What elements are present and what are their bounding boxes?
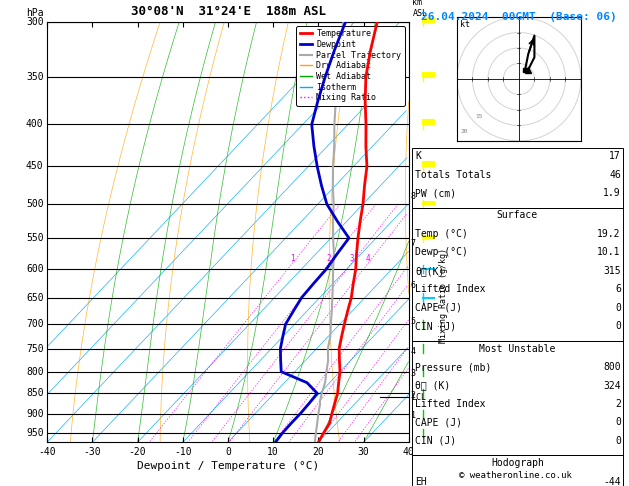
Text: Pressure (mb): Pressure (mb) — [415, 362, 491, 372]
Text: 1: 1 — [290, 254, 295, 263]
Text: 300: 300 — [26, 17, 43, 27]
Text: CAPE (J): CAPE (J) — [415, 417, 462, 428]
Text: 2: 2 — [326, 254, 331, 263]
Text: 10.1: 10.1 — [598, 247, 621, 258]
Text: 800: 800 — [26, 367, 43, 377]
Text: 6: 6 — [615, 284, 621, 295]
Text: 650: 650 — [26, 293, 43, 303]
Text: 800: 800 — [603, 362, 621, 372]
Text: Temp (°C): Temp (°C) — [415, 229, 468, 239]
Text: 400: 400 — [26, 120, 43, 129]
Text: 750: 750 — [26, 344, 43, 354]
Text: CIN (J): CIN (J) — [415, 321, 456, 331]
Text: 46: 46 — [609, 170, 621, 180]
Text: km
ASL: km ASL — [413, 0, 428, 17]
Text: CIN (J): CIN (J) — [415, 436, 456, 446]
Text: 3: 3 — [411, 369, 416, 379]
Text: 850: 850 — [26, 388, 43, 399]
Text: 15: 15 — [476, 114, 483, 119]
Text: Lifted Index: Lifted Index — [415, 399, 486, 409]
Text: kt: kt — [460, 20, 470, 29]
Text: 19.2: 19.2 — [598, 229, 621, 239]
Text: Mixing Ratio (g/kg): Mixing Ratio (g/kg) — [439, 248, 448, 343]
Text: hPa: hPa — [26, 8, 43, 17]
Text: 900: 900 — [26, 409, 43, 419]
Text: 700: 700 — [26, 319, 43, 329]
Text: 4: 4 — [411, 347, 416, 356]
Text: Surface: Surface — [497, 210, 538, 221]
Text: θᴇ(K): θᴇ(K) — [415, 266, 445, 276]
Text: 8: 8 — [411, 192, 416, 201]
Legend: Temperature, Dewpoint, Parcel Trajectory, Dry Adiabat, Wet Adiabat, Isotherm, Mi: Temperature, Dewpoint, Parcel Trajectory… — [296, 26, 404, 105]
Text: 350: 350 — [26, 72, 43, 82]
Text: 1: 1 — [411, 411, 416, 420]
Text: CAPE (J): CAPE (J) — [415, 303, 462, 313]
Text: Most Unstable: Most Unstable — [479, 344, 555, 354]
Text: 3: 3 — [349, 254, 354, 263]
Text: 17: 17 — [609, 151, 621, 161]
Text: 7: 7 — [411, 239, 416, 248]
Text: 550: 550 — [26, 233, 43, 243]
Text: 0: 0 — [615, 417, 621, 428]
Text: 315: 315 — [603, 266, 621, 276]
Text: K: K — [415, 151, 421, 161]
Text: 950: 950 — [26, 428, 43, 438]
Text: 324: 324 — [603, 381, 621, 391]
Text: 0: 0 — [615, 436, 621, 446]
Text: LCL: LCL — [411, 393, 426, 402]
Text: EH: EH — [415, 477, 427, 486]
Text: 600: 600 — [26, 264, 43, 274]
Text: PW (cm): PW (cm) — [415, 188, 456, 198]
Text: 0: 0 — [615, 321, 621, 331]
Text: -44: -44 — [603, 477, 621, 486]
Title: 30°08'N  31°24'E  188m ASL: 30°08'N 31°24'E 188m ASL — [130, 5, 326, 18]
Text: Totals Totals: Totals Totals — [415, 170, 491, 180]
X-axis label: Dewpoint / Temperature (°C): Dewpoint / Temperature (°C) — [137, 461, 319, 471]
Text: Hodograph: Hodograph — [491, 458, 544, 469]
Text: 6: 6 — [411, 281, 416, 290]
Text: 500: 500 — [26, 199, 43, 209]
Text: Dewp (°C): Dewp (°C) — [415, 247, 468, 258]
Text: 4: 4 — [366, 254, 370, 263]
Text: 2: 2 — [615, 399, 621, 409]
Text: 2: 2 — [411, 391, 416, 400]
Text: 0: 0 — [615, 303, 621, 313]
Text: 26.04.2024  00GMT  (Base: 06): 26.04.2024 00GMT (Base: 06) — [421, 12, 617, 22]
Text: © weatheronline.co.uk: © weatheronline.co.uk — [459, 471, 572, 480]
Text: Lifted Index: Lifted Index — [415, 284, 486, 295]
Text: θᴇ (K): θᴇ (K) — [415, 381, 450, 391]
Text: 450: 450 — [26, 161, 43, 172]
Text: 1.9: 1.9 — [603, 188, 621, 198]
Text: 5: 5 — [411, 317, 416, 326]
Text: 20: 20 — [460, 129, 467, 134]
